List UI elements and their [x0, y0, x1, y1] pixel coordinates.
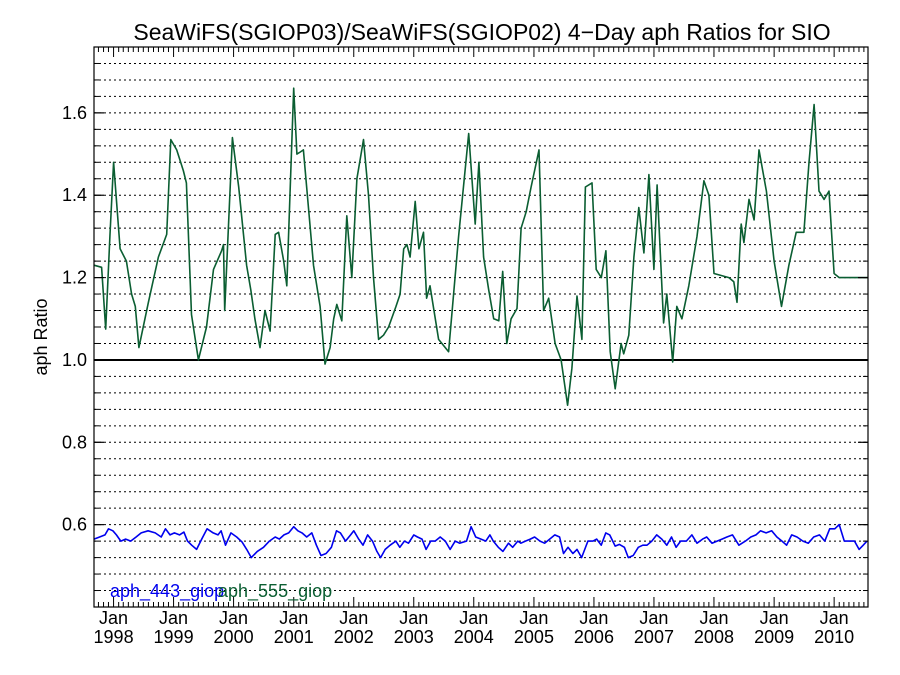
grid-lines	[94, 62, 868, 592]
x-tick-year-label: 2002	[334, 627, 374, 647]
chart-title: SeaWiFS(SGIOP03)/SeaWiFS(SGIOP02) 4−Day …	[133, 19, 830, 45]
x-tick-month-label: Jan	[399, 608, 428, 628]
x-tick-year-label: 2008	[694, 627, 734, 647]
series-lines	[93, 87, 868, 559]
legend-entry-aph-443-giop: aph_443_giop	[110, 581, 224, 602]
x-tick-year-label: 2003	[394, 627, 434, 647]
x-tick-month-label: Jan	[699, 608, 728, 628]
x-tick-month-label: Jan	[639, 608, 668, 628]
series-line-aph-443-giop	[93, 523, 868, 559]
x-tick-month-label: Jan	[459, 608, 488, 628]
y-tick-label: 1.0	[62, 350, 87, 370]
plot-frame	[93, 46, 869, 608]
x-tick-year-label: 1999	[154, 627, 194, 647]
y-tick-label: 0.6	[62, 515, 87, 535]
x-tick-year-label: 2001	[274, 627, 314, 647]
x-tick-year-label: 2006	[574, 627, 614, 647]
x-tick-month-label: Jan	[159, 608, 188, 628]
x-tick-year-label: 2009	[754, 627, 794, 647]
x-tick-month-label: Jan	[99, 608, 128, 628]
x-tick-labels: Jan1998Jan1999Jan2000Jan2001Jan2002Jan20…	[94, 608, 855, 647]
y-tick-labels: 0.6 0.8 1.0 1.2 1.4 1.6	[62, 103, 87, 535]
x-tick-month-label: Jan	[760, 608, 789, 628]
y-tick-label: 1.6	[62, 103, 87, 123]
y-tick-label: 1.4	[62, 185, 87, 205]
x-tick-month-label: Jan	[579, 608, 608, 628]
x-tick-year-label: 2004	[454, 627, 494, 647]
x-tick-month-label: Jan	[519, 608, 548, 628]
x-tick-month-label: Jan	[820, 608, 849, 628]
axis-ticks	[94, 47, 868, 607]
x-tick-year-label: 1998	[94, 627, 134, 647]
y-axis-label: aph Ratio	[31, 298, 51, 375]
x-tick-year-label: 2010	[814, 627, 854, 647]
x-tick-year-label: 2005	[514, 627, 554, 647]
x-tick-month-label: Jan	[339, 608, 368, 628]
y-tick-label: 0.8	[62, 432, 87, 452]
x-tick-year-label: 2007	[634, 627, 674, 647]
y-tick-label: 1.2	[62, 268, 87, 288]
x-tick-year-label: 2000	[214, 627, 254, 647]
legend-entry-aph-555-giop: aph_555_giop	[218, 581, 332, 602]
x-tick-month-label: Jan	[219, 608, 248, 628]
series-line-aph-555-giop	[93, 87, 868, 407]
x-tick-month-label: Jan	[279, 608, 308, 628]
